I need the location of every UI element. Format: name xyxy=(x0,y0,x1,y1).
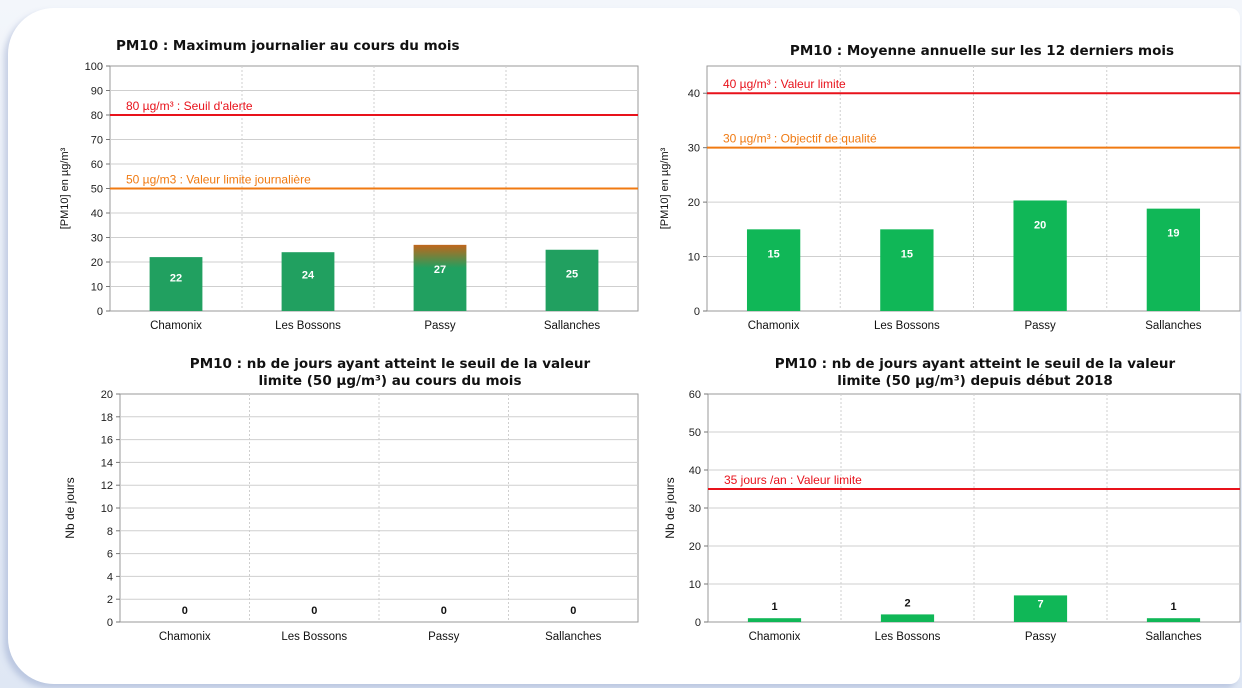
y-tick-label: 30 xyxy=(689,503,701,515)
y-tick-label: 50 xyxy=(91,184,103,196)
y-tick-label: 30 xyxy=(688,143,700,155)
y-tick-label: 30 xyxy=(91,233,103,245)
bar-les-bossons xyxy=(281,252,335,311)
chart-pm10-jours-annee: 0 10 20 30 40 50 60 Nb de jours 1 Chamonix 2 Les Bo… xyxy=(660,354,1241,654)
y-axis-label: Nb de jours xyxy=(63,477,77,538)
y-tick-label: 20 xyxy=(101,389,113,401)
data-label: 0 xyxy=(311,605,317,617)
data-label: 1 xyxy=(771,601,777,613)
x-tick-label: Passy xyxy=(428,631,460,643)
chart-pm10-max-journalier: 0 10 20 30 40 50 60 70 80 90 100 [PM10] en µg/m³ 22 C… xyxy=(59,38,650,338)
y-tick-label: 20 xyxy=(91,257,103,269)
data-label: 19 xyxy=(1167,228,1179,240)
y-tick-label: 40 xyxy=(688,88,700,100)
x-tick-label: Sallanches xyxy=(545,631,602,643)
bar-passy xyxy=(413,244,467,311)
bar-sallanches xyxy=(545,249,599,311)
x-tick-label: Chamonix xyxy=(749,631,801,643)
bar-chamonix xyxy=(747,618,802,622)
y-tick-label: 40 xyxy=(689,465,701,477)
y-tick-label: 0 xyxy=(97,306,103,318)
data-label: 20 xyxy=(1034,219,1046,231)
chart-pm10-moyenne-annuelle: 0 10 20 30 40 [PM10] en µg/m³ 15 Chamonix 15 Les … xyxy=(659,38,1241,338)
y-tick-label: 2 xyxy=(107,594,113,606)
bar-chamonix xyxy=(746,229,801,311)
chart-pm10-jours-mois: 0 2 4 6 8 10 12 14 16 18 20 Nb de jours 0 Chamonix 0 Le… xyxy=(60,354,650,654)
bar-les-bossons xyxy=(880,614,935,622)
y-tick-label: 4 xyxy=(107,571,113,583)
y-tick-label: 10 xyxy=(688,252,700,264)
bar-sallanches xyxy=(1146,618,1201,622)
y-tick-label: 100 xyxy=(85,61,103,73)
chart-svg: 0 10 20 30 40 50 60 70 80 90 100 [PM10] en µg/m³ 22 C… xyxy=(59,61,639,332)
x-tick-label: Passy xyxy=(424,320,456,332)
x-tick-label: Passy xyxy=(1025,631,1057,643)
y-tick-label: 70 xyxy=(91,135,103,147)
chart-svg: 0 10 20 30 40 [PM10] en µg/m³ 15 Chamonix 15 Les … xyxy=(659,65,1241,332)
y-tick-label: 80 xyxy=(91,110,103,122)
data-label: 15 xyxy=(901,248,913,260)
data-label: 2 xyxy=(904,597,910,609)
y-tick-label: 20 xyxy=(688,197,700,209)
x-tick-label: Chamonix xyxy=(150,320,202,332)
y-tick-label: 60 xyxy=(689,389,701,401)
y-tick-label: 90 xyxy=(91,86,103,98)
bar-passy xyxy=(1013,200,1067,311)
y-tick-label: 10 xyxy=(91,282,103,294)
x-tick-label: Les Bossons xyxy=(275,320,341,332)
chart-title: PM10 : Maximum journalier au cours du mo… xyxy=(116,38,460,54)
y-tick-label: 10 xyxy=(101,503,113,515)
y-tick-label: 0 xyxy=(107,617,113,629)
reference-line-label: 50 µg/m3 : Valeur limite journalière xyxy=(126,173,311,187)
x-tick-label: Les Bossons xyxy=(875,631,941,643)
y-tick-label: 50 xyxy=(689,427,701,439)
y-tick-label: 20 xyxy=(689,541,701,553)
y-tick-label: 0 xyxy=(694,306,700,318)
data-label: 25 xyxy=(566,268,578,280)
x-tick-label: Les Bossons xyxy=(281,631,347,643)
y-tick-label: 16 xyxy=(101,435,113,447)
chart-title: PM10 : Moyenne annuelle sur les 12 derni… xyxy=(789,43,1175,59)
y-tick-label: 18 xyxy=(101,412,113,424)
reference-line-label: 40 µg/m³ : Valeur limite xyxy=(723,77,846,91)
y-tick-label: 60 xyxy=(91,159,103,171)
y-tick-label: 14 xyxy=(101,457,113,469)
bar-les-bossons xyxy=(880,229,934,311)
y-axis-label: [PM10] en µg/m³ xyxy=(659,147,671,229)
y-tick-label: 10 xyxy=(689,579,701,591)
data-label: 27 xyxy=(434,264,446,276)
y-tick-label: 8 xyxy=(107,526,113,538)
chart-title: PM10 : nb de jours ayant atteint le seui… xyxy=(189,356,591,389)
data-label: 22 xyxy=(170,272,182,284)
x-tick-label: Les Bossons xyxy=(874,320,940,332)
y-tick-label: 6 xyxy=(107,549,113,561)
y-axis-label: [PM10] en µg/m³ xyxy=(59,147,71,229)
y-tick-label: 12 xyxy=(101,480,113,492)
reference-line-label: 80 µg/m³ : Seuil d'alerte xyxy=(126,99,253,113)
data-label: 7 xyxy=(1037,598,1043,610)
x-tick-label: Chamonix xyxy=(159,631,211,643)
data-label: 24 xyxy=(302,270,315,282)
chart-svg: 0 2 4 6 8 10 12 14 16 18 20 Nb de jours 0 Chamonix 0 Le… xyxy=(63,389,639,643)
x-tick-label: Chamonix xyxy=(748,320,800,332)
data-label: 15 xyxy=(768,248,780,260)
data-label: 0 xyxy=(441,605,447,617)
reference-line-label: 30 µg/m³ : Objectif de qualité xyxy=(723,132,877,146)
y-axis-label: Nb de jours xyxy=(663,477,677,538)
bar-passy xyxy=(1013,595,1068,622)
chart-svg: 0 10 20 30 40 50 60 Nb de jours 1 Chamonix 2 Les Bo… xyxy=(663,389,1241,643)
data-label: 0 xyxy=(570,605,576,617)
x-tick-label: Sallanches xyxy=(544,320,601,332)
x-tick-label: Sallanches xyxy=(1145,320,1202,332)
data-label: 1 xyxy=(1170,601,1176,613)
y-tick-label: 40 xyxy=(91,208,103,220)
y-tick-label: 0 xyxy=(695,617,701,629)
x-tick-label: Passy xyxy=(1024,320,1056,332)
bar-sallanches xyxy=(1146,208,1201,311)
chart-title: PM10 : nb de jours ayant atteint le seui… xyxy=(774,356,1176,389)
data-label: 0 xyxy=(182,605,188,617)
reference-line-label: 35 jours /an : Valeur limite xyxy=(724,473,862,487)
x-tick-label: Sallanches xyxy=(1145,631,1202,643)
bar-chamonix xyxy=(149,257,203,311)
